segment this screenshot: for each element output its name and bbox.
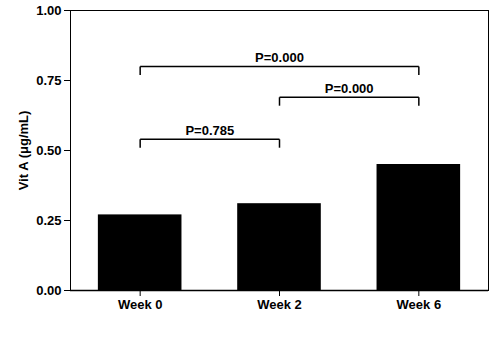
svg-text:Week 6: Week 6: [397, 297, 442, 312]
svg-text:0.50: 0.50: [36, 143, 61, 158]
svg-text:P=0.000: P=0.000: [325, 81, 374, 96]
svg-text:Vit A (μg/mL): Vit A (μg/mL): [16, 111, 31, 191]
svg-text:1.00: 1.00: [36, 3, 61, 18]
svg-text:Week 0: Week 0: [118, 297, 163, 312]
svg-text:P=0.000: P=0.000: [255, 50, 304, 65]
svg-text:Week 2: Week 2: [257, 297, 302, 312]
svg-text:0.00: 0.00: [36, 283, 61, 298]
svg-text:P=0.785: P=0.785: [185, 123, 234, 138]
svg-text:0.75: 0.75: [36, 73, 61, 88]
svg-text:0.25: 0.25: [36, 213, 61, 228]
